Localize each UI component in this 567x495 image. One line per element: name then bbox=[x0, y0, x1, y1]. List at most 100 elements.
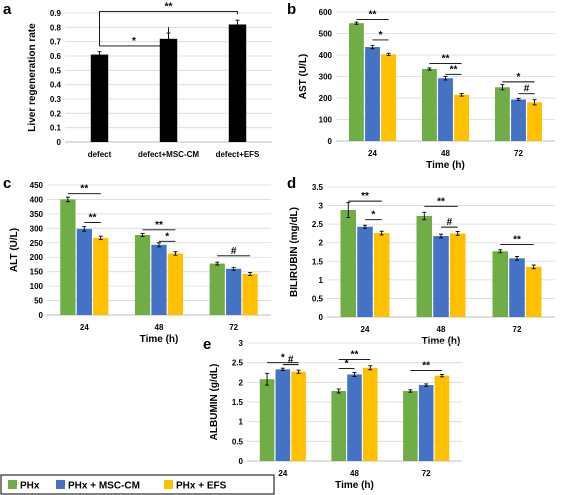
legend-swatch-phx bbox=[8, 480, 17, 489]
y-axis-title: AST (U/L) bbox=[298, 54, 309, 100]
bar bbox=[373, 233, 390, 317]
y-tick-label: 0.5 bbox=[232, 437, 244, 446]
x-tick-label: 24 bbox=[361, 325, 370, 334]
y-tick-label: 0.4 bbox=[50, 81, 62, 90]
bar bbox=[60, 199, 76, 315]
bar bbox=[403, 390, 418, 461]
y-tick-label: 3.5 bbox=[312, 183, 324, 192]
significance-label: # bbox=[288, 355, 294, 366]
x-tick-label: defect+EFS bbox=[216, 150, 260, 159]
significance-label: ** bbox=[369, 10, 377, 21]
y-axis-title: BILIRUBIN (mg/dL) bbox=[289, 207, 300, 297]
significance-label: * bbox=[345, 359, 349, 370]
y-axis-title: ALT (U/L) bbox=[9, 228, 20, 272]
x-tick-label: 48 bbox=[441, 149, 450, 158]
x-axis-title: Time (h) bbox=[426, 160, 465, 171]
significance-label: * bbox=[517, 72, 521, 83]
significance-label: ** bbox=[437, 196, 445, 207]
y-tick-label: 1.5 bbox=[232, 398, 244, 407]
chart-panel-c: c 0 50 100 150 200 250 300 350 400 450 24 48 72 Time (… bbox=[3, 175, 271, 345]
y-tick-label: 3 bbox=[319, 202, 324, 211]
significance-label: # bbox=[447, 217, 453, 228]
x-tick-label: 48 bbox=[350, 469, 359, 478]
bar bbox=[365, 47, 380, 141]
x-tick-label: defect+MSC-CM bbox=[138, 150, 199, 159]
significance-label: ** bbox=[351, 350, 359, 361]
x-axis-title: Time (h) bbox=[335, 480, 374, 491]
y-tick-label: 0.6 bbox=[50, 52, 62, 61]
y-tick-label: 200 bbox=[319, 94, 333, 103]
significance-label: * bbox=[132, 36, 136, 47]
y-tick-label: 3 bbox=[239, 339, 244, 348]
bar bbox=[331, 390, 347, 461]
bar bbox=[525, 266, 542, 317]
x-tick-label: defect bbox=[88, 150, 112, 159]
bar bbox=[509, 258, 525, 317]
bar bbox=[259, 379, 275, 461]
bar bbox=[209, 263, 225, 315]
panel-letter-b: b bbox=[287, 1, 296, 18]
legend-label-msc-cm: PHx + MSC-CM bbox=[68, 481, 140, 492]
y-tick-label: 150 bbox=[30, 268, 44, 277]
significance-label: ** bbox=[422, 361, 430, 372]
x-tick-label: 72 bbox=[229, 323, 238, 332]
significance-label: ** bbox=[155, 220, 163, 231]
bar bbox=[422, 68, 437, 141]
y-tick-label: 250 bbox=[30, 239, 44, 248]
bar bbox=[349, 23, 364, 141]
bar bbox=[438, 78, 453, 141]
bar bbox=[418, 385, 434, 461]
y-tick-label: 0.1 bbox=[50, 124, 62, 133]
bar bbox=[347, 374, 362, 461]
significance-label: * bbox=[165, 231, 169, 242]
bar bbox=[357, 226, 373, 317]
bar bbox=[511, 99, 526, 141]
bar bbox=[492, 251, 509, 317]
bar bbox=[242, 273, 258, 315]
bar bbox=[159, 38, 178, 142]
bar bbox=[226, 268, 242, 315]
y-tick-label: 400 bbox=[319, 51, 333, 60]
y-tick-label: 0 bbox=[57, 138, 62, 147]
bar bbox=[340, 210, 357, 317]
legend-swatch-efs bbox=[164, 480, 173, 489]
bar bbox=[416, 215, 433, 317]
panel-letter-e: e bbox=[203, 336, 211, 353]
y-tick-label: 350 bbox=[30, 210, 44, 219]
significance-label: ** bbox=[89, 213, 97, 224]
x-tick-label: 72 bbox=[422, 469, 431, 478]
chart-panel-d: d 0 0.5 1 1.5 2 2.5 3 3.5 24 48 72 Time (h) BILIRUBIN… bbox=[287, 175, 555, 347]
legend-frame bbox=[0, 474, 275, 495]
bar bbox=[275, 369, 291, 461]
significance-label: ** bbox=[450, 64, 458, 75]
chart-panels: a 0 0.1 0.2 0.3 0.4 0.5 0.6 0.7 0.8 0.9 defect defec… bbox=[3, 1, 555, 491]
legend: PHx PHx + MSC-CM PHx + EFS bbox=[0, 474, 275, 495]
bar bbox=[93, 237, 109, 315]
panel-letter-d: d bbox=[287, 175, 296, 192]
y-tick-label: 2.5 bbox=[312, 220, 324, 229]
bar bbox=[362, 367, 378, 461]
y-tick-label: 600 bbox=[319, 8, 333, 17]
chart-panel-a: a 0 0.1 0.2 0.3 0.4 0.5 0.6 0.7 0.8 0.9 defect defec… bbox=[3, 1, 272, 159]
x-tick-label: 48 bbox=[437, 325, 446, 334]
y-tick-label: 0.5 bbox=[312, 294, 324, 303]
legend-swatch-msc-cm bbox=[56, 480, 65, 489]
chart-panel-b: b 0 100 200 300 400 500 600 24 48 72 Time (h) AST (U… bbox=[287, 1, 555, 171]
bar bbox=[151, 244, 167, 315]
y-tick-label: 50 bbox=[34, 297, 43, 306]
bar bbox=[381, 54, 396, 142]
y-tick-label: 300 bbox=[319, 73, 333, 82]
bar bbox=[134, 234, 151, 315]
y-tick-label: 0 bbox=[328, 137, 333, 146]
legend-label-phx: PHx bbox=[20, 481, 40, 492]
y-tick-label: 100 bbox=[30, 282, 44, 291]
x-axis-title: Time (h) bbox=[422, 336, 461, 347]
y-tick-label: 2.5 bbox=[232, 359, 244, 368]
y-tick-label: 0 bbox=[39, 311, 44, 320]
y-tick-label: 2 bbox=[319, 239, 324, 248]
significance-bracket bbox=[99, 11, 238, 46]
significance-label: ** bbox=[165, 2, 173, 13]
y-tick-label: 300 bbox=[30, 224, 44, 233]
significance-label: ** bbox=[80, 184, 88, 195]
